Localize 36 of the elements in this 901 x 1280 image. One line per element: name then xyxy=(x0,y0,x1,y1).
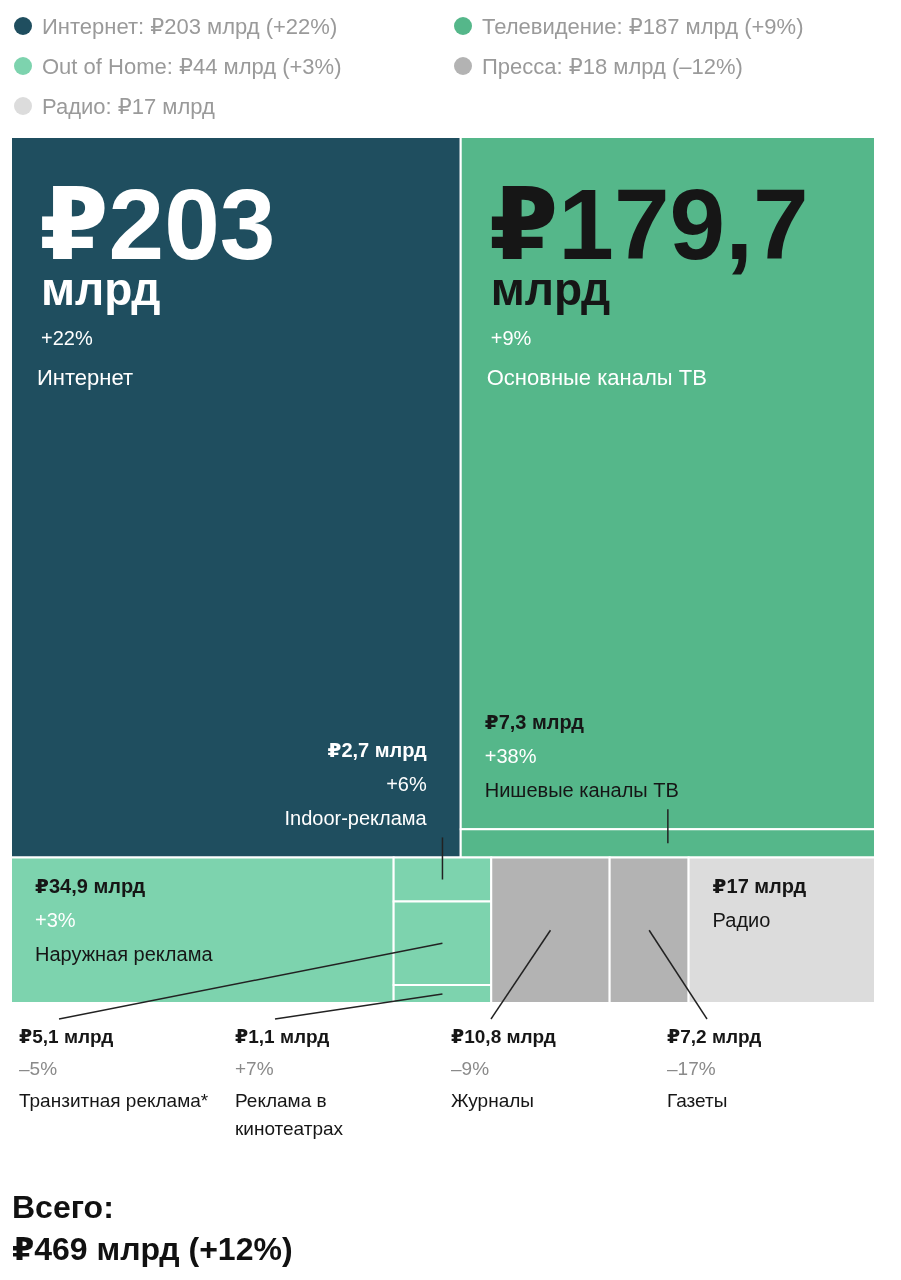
category-label: Журналы xyxy=(451,1090,534,1111)
category-label: Интернет xyxy=(37,365,133,390)
text: +9% xyxy=(490,327,532,349)
data-label: ₽7,3 млрд xyxy=(484,711,585,734)
category-label: Газеты xyxy=(667,1090,728,1111)
legend-label: Телевидение: ₽187 млрд (+9%) xyxy=(482,14,804,39)
text: –9% xyxy=(451,1058,490,1079)
text: +38% xyxy=(484,745,537,768)
data-label: ₽34,9 млрд xyxy=(35,875,146,898)
text: +7% xyxy=(235,1058,274,1079)
text: –5% xyxy=(19,1058,58,1079)
category-label: Наружная реклама xyxy=(35,943,214,966)
data-label: ₽179,7 млрд xyxy=(488,168,809,315)
category-label: Транзитная реклама* xyxy=(19,1090,209,1111)
category-label: Нишевые каналы ТВ xyxy=(484,779,679,802)
data-label: ₽17 млрд xyxy=(712,875,807,898)
data-label: ₽2,7 млрд xyxy=(327,739,428,762)
text: +22% xyxy=(41,327,93,349)
category-label: Радио xyxy=(712,909,771,932)
text: Всего: xyxy=(12,1189,114,1225)
text: +3% xyxy=(35,909,76,932)
legend-label: Интернет: ₽203 млрд (+22%) xyxy=(42,14,338,39)
data-label: ₽10,8 млрд xyxy=(451,1026,556,1047)
text: ₽469 млрд (+12%) xyxy=(12,1231,293,1267)
data-label: ₽5,1 млрд xyxy=(19,1026,114,1047)
legend-label: Out of Home: ₽44 млрд (+3%) xyxy=(42,54,342,79)
category-label: Indoor-реклама xyxy=(284,807,428,830)
category-label: Основные каналы ТВ xyxy=(486,365,707,390)
data-label: ₽1,1 млрд xyxy=(235,1026,330,1047)
legend-label: Радио: ₽17 млрд xyxy=(42,94,216,119)
text: +6% xyxy=(386,773,427,796)
category-label: Реклама в кинотеатрах xyxy=(235,1090,344,1139)
data-label: ₽7,2 млрд xyxy=(667,1026,762,1047)
text: –17% xyxy=(667,1058,716,1079)
data-label: ₽203 млрд xyxy=(39,168,276,315)
legend-label: Пресса: ₽18 млрд (–12%) xyxy=(482,54,743,79)
